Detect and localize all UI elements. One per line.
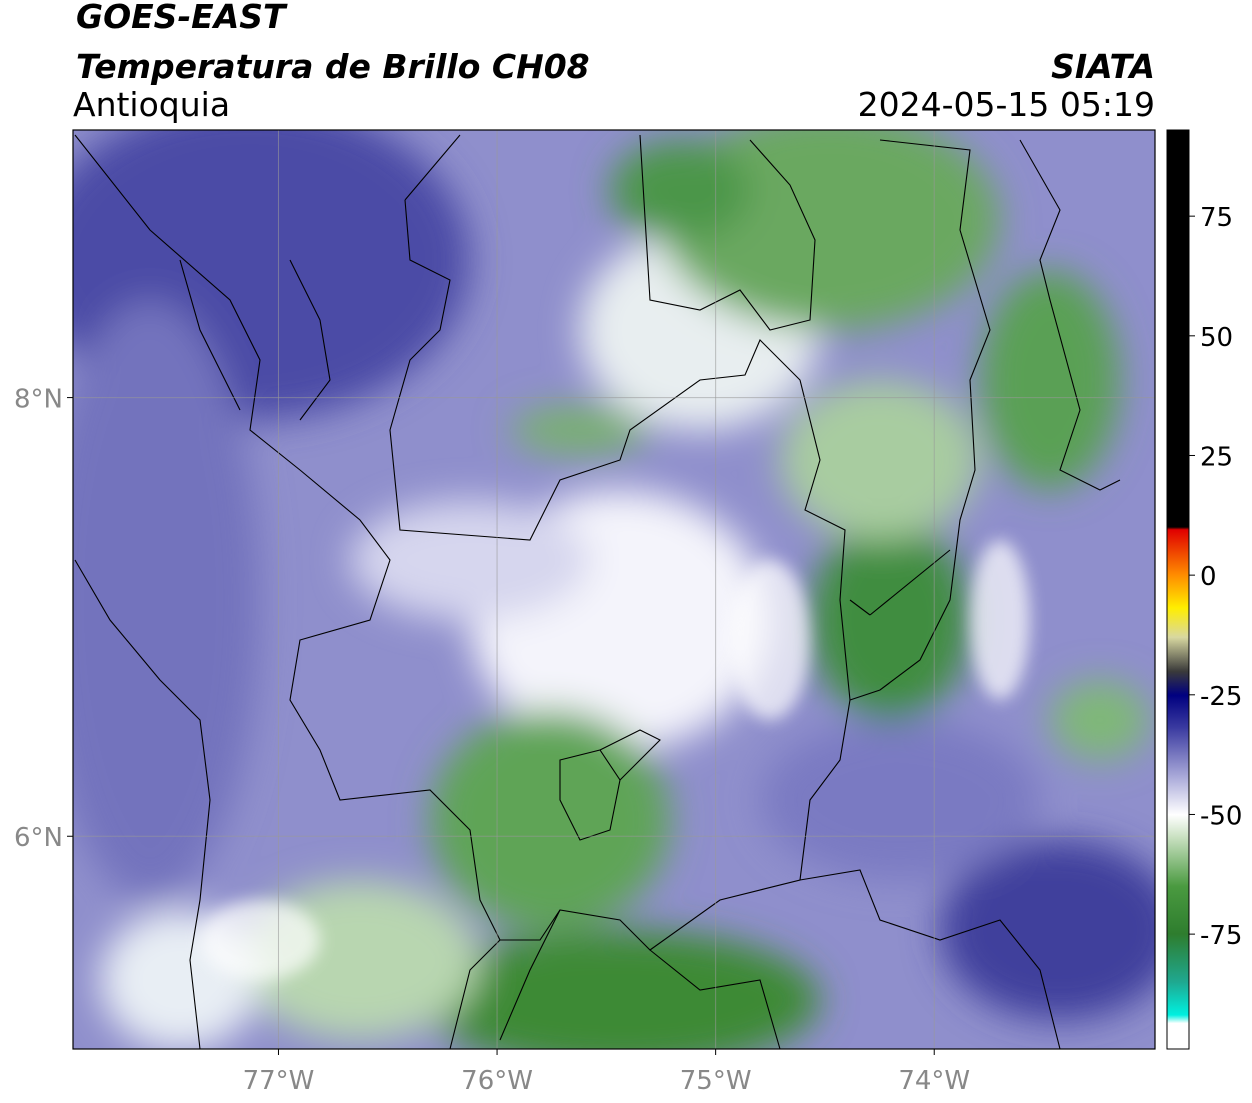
colorbar bbox=[1166, 129, 1190, 1050]
satellite-image bbox=[73, 130, 1155, 1049]
region: Antioquia bbox=[73, 85, 230, 124]
colorbar-tick-label: -75 bbox=[1200, 921, 1242, 951]
colorbar-tick-label: 0 bbox=[1200, 562, 1217, 592]
colorbar-tick-label: 25 bbox=[1200, 442, 1233, 472]
colorbar-tick-label: 50 bbox=[1200, 323, 1233, 353]
lon-tick-label: 75°W bbox=[680, 1066, 752, 1096]
lon-tick-label: 76°W bbox=[461, 1066, 533, 1096]
product-title: Temperatura de Brillo CH08 bbox=[76, 47, 590, 86]
lon-tick-label: 74°W bbox=[898, 1066, 970, 1096]
lon-tick-label: 77°W bbox=[243, 1066, 315, 1096]
datetime: 2024-05-15 05:19 bbox=[858, 85, 1155, 124]
lat-tick-label: 6°N bbox=[14, 823, 63, 853]
lat-tick-label: 8°N bbox=[14, 385, 63, 415]
colorbar-tick-label: -50 bbox=[1200, 801, 1242, 831]
colorbar-tick-label: -25 bbox=[1200, 682, 1242, 712]
network-title: GOES-EAST bbox=[76, 0, 288, 36]
source: SIATA bbox=[1051, 47, 1155, 86]
map-frame bbox=[72, 129, 1156, 1050]
colorbar-tick-label: 75 bbox=[1200, 203, 1233, 233]
borders bbox=[74, 134, 1121, 1049]
